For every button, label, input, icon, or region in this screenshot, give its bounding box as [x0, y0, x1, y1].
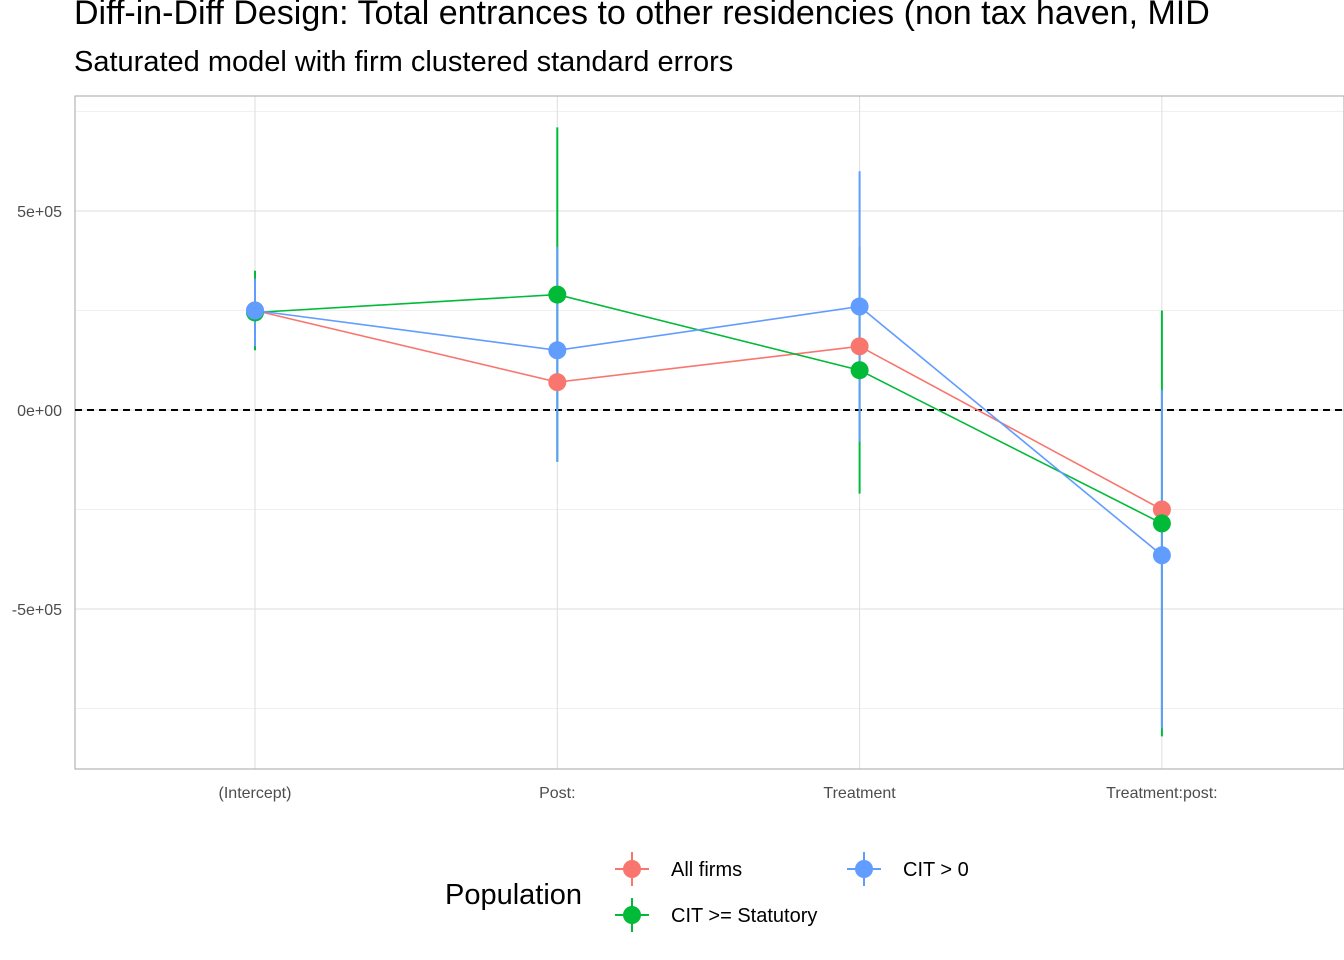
data-point	[850, 297, 869, 316]
legend: Population All firms CIT >= Statutory CIT >…	[445, 852, 969, 932]
chart-title: Diff-in-Diff Design: Total entrances to …	[74, 0, 1210, 32]
data-point	[850, 337, 869, 356]
legend-label: CIT >= Statutory	[671, 905, 817, 927]
legend-key-point	[623, 906, 641, 924]
y-tick-label: -5e+05	[12, 602, 62, 619]
series-line	[254, 293, 1163, 525]
series-layer	[246, 127, 1171, 737]
legend-label: CIT > 0	[903, 859, 969, 881]
data-point	[548, 341, 567, 360]
legend-key-point	[855, 860, 873, 878]
legend-label: All firms	[671, 859, 742, 881]
x-tick-label: Post:	[539, 785, 575, 802]
x-tick-label: Treatment:post:	[1106, 785, 1217, 802]
data-point	[246, 301, 264, 320]
plot-panel-border	[74, 95, 1344, 770]
grid-layer	[74, 95, 1344, 770]
x-tick-label: (Intercept)	[219, 785, 292, 802]
x-tick-label: Treatment	[823, 785, 896, 802]
data-point	[548, 373, 567, 392]
data-point	[1152, 500, 1171, 519]
legend-key-point	[623, 860, 641, 878]
axis-layer: 5e+05 0e+00 -5e+05 (Intercept) Post: Treatmen…	[12, 204, 1218, 802]
chart-subtitle: Saturated model with firm clustered stan…	[74, 46, 734, 78]
legend-title: Population	[445, 879, 582, 911]
series-line	[254, 305, 1163, 556]
series-line	[254, 309, 1163, 511]
y-tick-label: 5e+05	[17, 204, 62, 221]
data-point	[548, 285, 567, 304]
data-point	[1152, 514, 1171, 533]
data-point	[850, 361, 869, 380]
y-tick-label: 0e+00	[17, 403, 62, 420]
data-point	[1152, 546, 1171, 565]
